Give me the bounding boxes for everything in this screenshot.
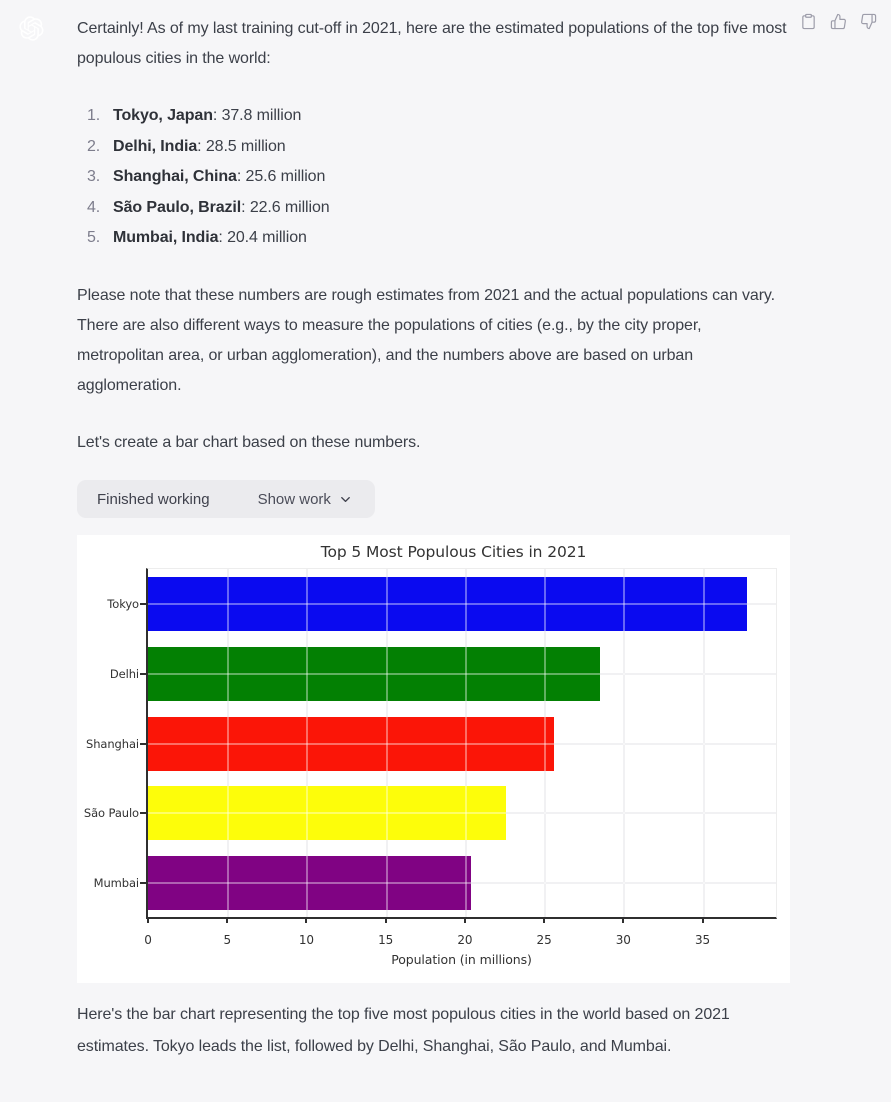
x-tick-label: 10: [298, 933, 314, 947]
x-tick-mark: [463, 917, 466, 923]
x-tick-mark: [701, 917, 704, 923]
gridline: [464, 569, 467, 917]
intro-paragraph: Certainly! As of my last training cut-of…: [77, 20, 787, 67]
y-tick-label: Mumbai: [93, 876, 139, 891]
x-tick-label: 15: [378, 933, 394, 947]
x-tick-mark: [384, 917, 387, 923]
gridline: [148, 672, 776, 675]
city-name: Tokyo, Japan: [113, 107, 213, 124]
list-item: 3. Shanghai, China: 25.6 million: [87, 162, 789, 193]
city-name: Shanghai, China: [113, 168, 237, 185]
gridline: [702, 569, 705, 917]
bar-são-paulo: [148, 786, 507, 841]
list-number: 1.: [87, 107, 101, 124]
clipboard-icon: [800, 13, 817, 33]
y-tick-mark: [140, 812, 146, 815]
y-tick-mark: [140, 742, 146, 745]
y-tick-label: São Paulo: [83, 806, 139, 821]
gridline: [148, 602, 776, 605]
list-item: 2. Delhi, India: 28.5 million: [87, 132, 789, 163]
openai-logo-icon: [19, 16, 44, 41]
gridline: [227, 569, 230, 917]
list-number: 4.: [87, 198, 101, 216]
thumbs-down-icon: [860, 13, 877, 33]
plot-area: Tokyo Delhi Shanghai São Paulo Mumbai 0 5 10 15 2…: [84, 568, 777, 947]
city-name: Mumbai, India: [113, 229, 219, 246]
x-tick-label: 30: [615, 933, 631, 947]
x-tick-label: 25: [536, 933, 552, 947]
x-tick-mark: [147, 917, 149, 923]
message-content: Certainly! As of my last training cut-of…: [77, 14, 790, 1063]
list-item: 1. Tokyo, Japan: 37.8 million: [87, 101, 789, 132]
x-tick-mark: [226, 917, 229, 923]
show-work-bar[interactable]: Finished working Show work: [77, 480, 375, 518]
outro-paragraph: Here's the bar chart representing the to…: [77, 1006, 730, 1055]
x-tick-mark: [543, 917, 546, 923]
cta-paragraph: Let's create a bar chart based on these …: [77, 433, 421, 451]
list-item: 4. São Paulo, Brazil: 22.6 million: [87, 193, 789, 224]
message-actions: [800, 13, 877, 30]
work-status-label: Finished working: [97, 490, 210, 508]
city-value: : 28.5 million: [197, 137, 286, 155]
x-tick-label: 20: [457, 933, 473, 947]
city-list: 1. Tokyo, Japan: 37.8 million 2. Delhi, …: [77, 101, 789, 254]
y-tick-label: Delhi: [109, 666, 139, 681]
city-name: São Paulo, Brazil: [113, 198, 242, 216]
thumbs-up-icon: [830, 13, 847, 33]
city-value: : 22.6 million: [241, 198, 330, 216]
x-tick-label: 35: [694, 933, 711, 947]
gridline: [544, 569, 547, 917]
list-item: 5. Mumbai, India: 20.4 million: [87, 223, 789, 254]
assistant-avatar: [12, 9, 51, 48]
show-work-toggle[interactable]: Show work: [258, 491, 353, 508]
chevron-down-icon: [338, 492, 353, 507]
gridline: [623, 569, 626, 917]
x-tick-label: 5: [223, 933, 231, 947]
gridline: [148, 742, 776, 745]
city-value: : 37.8 million: [212, 107, 302, 124]
x-tick-mark: [622, 917, 625, 923]
thumbs-down-button[interactable]: [860, 13, 877, 30]
bar-mumbai: [148, 856, 472, 911]
city-name: Delhi, India: [113, 137, 198, 155]
list-number: 5.: [87, 229, 101, 246]
bar-tokyo: [148, 576, 747, 631]
gridline: [148, 812, 776, 815]
note-paragraph: Please note that these numbers are rough…: [77, 286, 775, 394]
chart-title: Top 5 Most Populous Cities in 2021: [320, 543, 587, 561]
bar-shanghai: [148, 716, 554, 771]
show-work-label: Show work: [257, 490, 331, 508]
gridline: [385, 569, 388, 917]
bar-delhi: [148, 646, 600, 701]
x-axis-label: Population (in millions): [391, 952, 532, 967]
y-tick-label: Tokyo: [107, 596, 139, 611]
bar-chart-image: Top 5 Most Populous Cities in 2021 Tokyo…: [77, 535, 790, 983]
list-number: 3.: [87, 168, 101, 185]
y-tick-mark: [140, 602, 146, 605]
city-value: : 25.6 million: [236, 168, 326, 185]
thumbs-up-button[interactable]: [830, 13, 847, 30]
x-tick-mark: [305, 917, 308, 923]
city-value: : 20.4 million: [218, 229, 307, 246]
x-tick-label: 0: [144, 933, 152, 947]
y-tick-mark: [140, 672, 146, 675]
y-tick-label: Shanghai: [86, 736, 139, 751]
y-tick-mark: [140, 882, 146, 885]
gridline: [148, 882, 776, 885]
copy-button[interactable]: [800, 13, 817, 30]
list-number: 2.: [87, 137, 101, 155]
gridline: [306, 569, 309, 917]
